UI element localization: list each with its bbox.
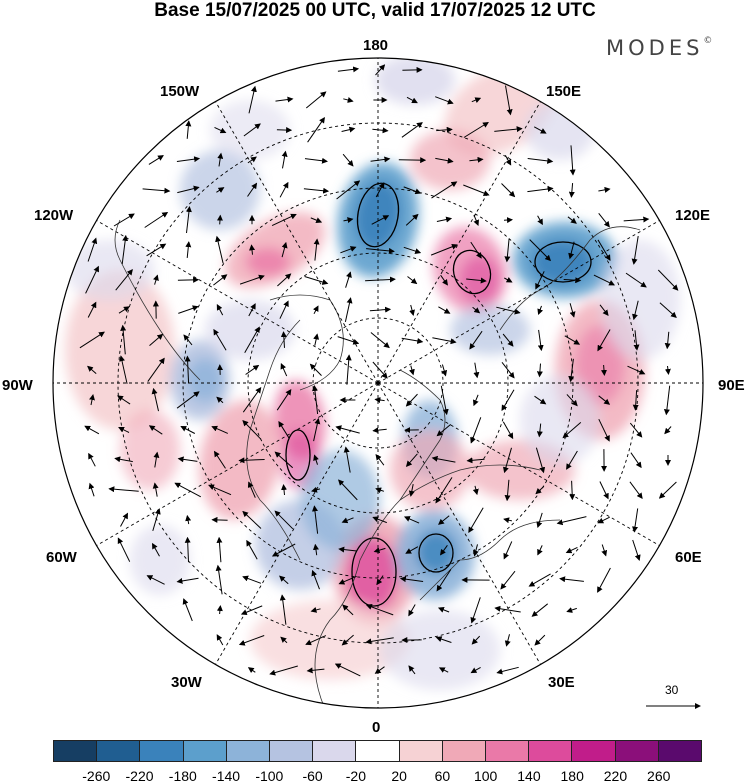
lon-label-0: 0 [372, 719, 380, 736]
colorbar-tick-label: 260 [647, 768, 670, 784]
colorbar-tick-label: -100 [255, 768, 283, 784]
colorbar-tick-label: -140 [212, 768, 240, 784]
anomaly-blob [525, 100, 595, 160]
colorbar-tick-label: -20 [346, 768, 366, 784]
colorbar-tick-label: 20 [391, 768, 407, 784]
anomaly-blob [416, 530, 456, 574]
colorbar-swatch [140, 741, 183, 761]
anomaly-blob [520, 375, 600, 465]
lon-label-30w: 30W [171, 674, 202, 691]
colorbar-swatch [97, 741, 140, 761]
anomaly-blob [187, 358, 223, 402]
lon-label-180: 180 [363, 37, 388, 54]
arrow-icon [220, 216, 221, 225]
colorbar-swatch [443, 741, 486, 761]
colorbar-tick-label: 60 [435, 768, 451, 784]
lon-label-60e: 60E [675, 549, 702, 566]
colorbar-ticks: -260 -220 -180 -140 -100 -60 -20 20 60 100 140 180 2… [0, 768, 750, 784]
anomaly-blob [65, 240, 155, 300]
anomaly-blob [205, 300, 295, 360]
colorbar-swatch [616, 741, 659, 761]
colorbar [53, 740, 702, 762]
lon-label-120w: 120W [34, 207, 73, 224]
lon-label-90w: 90W [2, 377, 33, 394]
colorbar-tick-label: -60 [302, 768, 322, 784]
colorbar-tick-label: -220 [126, 768, 154, 784]
arrow-icon [212, 520, 227, 521]
anomaly-blob [375, 55, 455, 105]
lon-label-150e: 150E [546, 83, 581, 100]
arrow-icon [504, 220, 512, 221]
colorbar-swatch [486, 741, 529, 761]
colorbar-swatch [313, 741, 356, 761]
lon-label-90e: 90E [718, 377, 745, 394]
colorbar-swatch [400, 741, 443, 761]
colorbar-swatch [529, 741, 572, 761]
colorbar-swatch [270, 741, 313, 761]
polar-stereographic-map [0, 0, 750, 730]
colorbar-tick-label: 100 [474, 768, 497, 784]
vector-scale-label: 30 [665, 683, 678, 697]
colorbar-swatch [659, 741, 701, 761]
colorbar-tick-label: 180 [561, 768, 584, 784]
anomaly-blob [300, 450, 380, 550]
anomaly-blob [120, 410, 180, 490]
lon-label-30e: 30E [548, 674, 575, 691]
anomaly-blob [390, 430, 470, 510]
colorbar-swatch [227, 741, 270, 761]
colorbar-swatch [572, 741, 615, 761]
anomaly-blob [380, 610, 500, 690]
colorbar-swatch [54, 741, 97, 761]
arrow-icon [178, 280, 198, 281]
colorbar-swatch [356, 741, 399, 761]
colorbar-swatch [184, 741, 227, 761]
colorbar-tick-label: -180 [169, 768, 197, 784]
colorbar-tick-label: -260 [82, 768, 110, 784]
lon-label-60w: 60W [46, 549, 77, 566]
colorbar-tick-label: 220 [604, 768, 627, 784]
anomaly-blob [130, 525, 190, 595]
colorbar-tick-label: 140 [517, 768, 540, 784]
lon-label-120e: 120E [675, 207, 710, 224]
lon-label-150w: 150W [160, 83, 199, 100]
